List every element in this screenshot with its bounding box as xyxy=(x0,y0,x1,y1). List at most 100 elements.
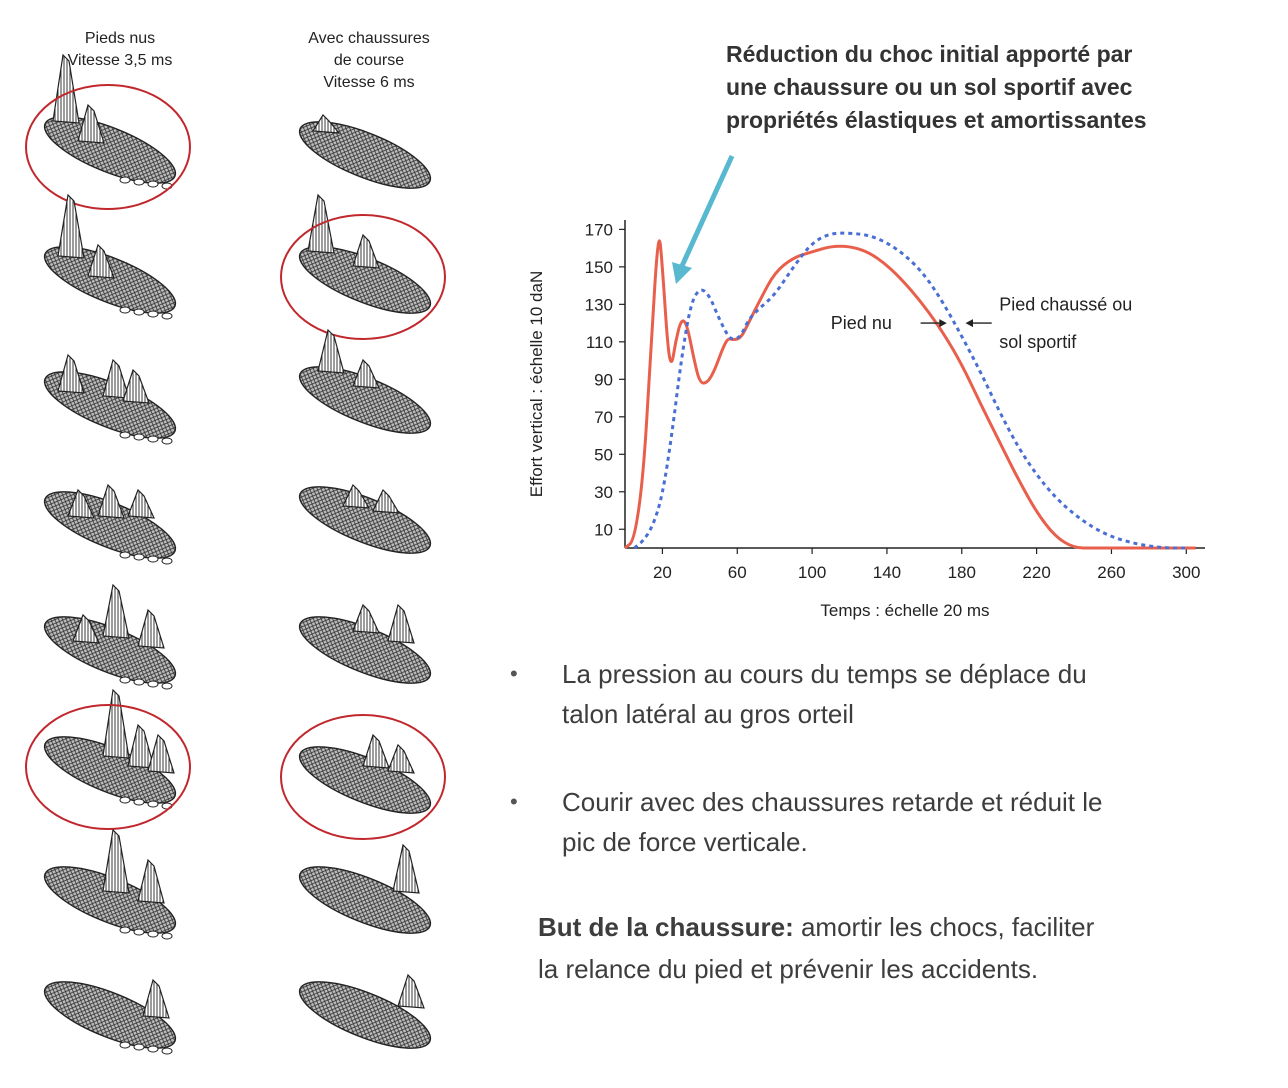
barefoot-pressure-plot xyxy=(43,583,177,690)
pressure-peak xyxy=(397,973,425,1009)
y-tick-label: 130 xyxy=(585,295,613,314)
shod-pressure-plot xyxy=(280,193,446,340)
pressure-peak xyxy=(102,828,130,894)
barefoot-series-label: Pied nu xyxy=(831,313,892,333)
pressure-peak xyxy=(317,328,345,374)
footprint-sole xyxy=(298,486,432,554)
highlight-circle xyxy=(280,214,446,340)
bullet-text-line: talon latéral au gros orteil xyxy=(562,699,854,729)
shod-pressure-plot xyxy=(298,603,432,684)
pressure-peak xyxy=(137,608,165,649)
pressure-peak xyxy=(352,233,380,269)
annotation-line: propriétés élastiques et amortissantes xyxy=(726,107,1147,133)
y-tick-label: 70 xyxy=(594,408,613,427)
pressure-peak xyxy=(57,193,85,259)
barefoot-speed-line: Vitesse 3,5 ms xyxy=(67,52,173,69)
pressure-peak xyxy=(311,114,341,134)
toe-print xyxy=(161,312,173,320)
pressure-peak xyxy=(342,483,371,509)
barefoot-pressure-plot xyxy=(25,53,191,210)
shod-pressure-plot xyxy=(280,714,446,840)
x-axis-label: Temps : échelle 20 ms xyxy=(820,601,989,620)
pressure-peak xyxy=(102,583,130,639)
toe-print xyxy=(133,678,145,686)
barefoot-pressure-plot xyxy=(43,978,177,1055)
shod-pressure-plot xyxy=(298,114,432,189)
shod-speed-line: Vitesse 6 ms xyxy=(323,74,415,91)
barefoot-column-title: Pieds nus Vitesse 3,5 ms xyxy=(40,28,200,72)
pressure-peak xyxy=(387,743,415,774)
shod-pressure-plot xyxy=(298,973,432,1049)
toe-print xyxy=(161,1047,173,1055)
bullet-item: • La pression au cours du temps se dépla… xyxy=(510,654,1250,734)
toe-print xyxy=(119,676,131,684)
annotation-line: Réduction du choc initial apporté par xyxy=(726,41,1133,67)
pressure-peak xyxy=(77,103,105,144)
footprint-sole xyxy=(43,246,177,314)
pressure-peak xyxy=(127,488,155,519)
footprint-sole xyxy=(298,866,432,934)
toe-print xyxy=(161,557,173,565)
pressure-peak xyxy=(387,603,415,644)
toe-print xyxy=(119,926,131,934)
x-tick-label: 60 xyxy=(728,563,747,582)
toe-print xyxy=(133,798,145,806)
goal-text: la relance du pied et prévenir les accid… xyxy=(538,954,1039,984)
toe-print xyxy=(133,928,145,936)
pressure-plots-figure xyxy=(25,53,446,1055)
highlight-circle xyxy=(25,704,191,830)
pressure-peak xyxy=(352,358,380,389)
barefoot-label-arrowhead xyxy=(939,319,947,328)
y-tick-label: 90 xyxy=(594,370,613,389)
toe-print xyxy=(119,551,131,559)
toe-print xyxy=(147,800,159,808)
pressure-peak xyxy=(97,483,125,519)
toe-print xyxy=(147,435,159,443)
y-axis-label: Effort vertical : échelle 10 daN xyxy=(527,271,546,497)
toe-print xyxy=(133,308,145,316)
toe-print xyxy=(133,433,145,441)
goal-label: But de la chaussure: xyxy=(538,912,794,942)
pressure-peak xyxy=(102,358,130,399)
y-tick-label: 150 xyxy=(585,258,613,277)
toe-print xyxy=(161,437,173,445)
y-tick-label: 10 xyxy=(594,520,613,539)
x-tick-label: 140 xyxy=(873,563,901,582)
annotation-line: une chaussure ou un sol sportif avec xyxy=(726,74,1133,100)
toe-print xyxy=(161,932,173,940)
footprint-sole xyxy=(43,981,177,1049)
y-tick-label: 170 xyxy=(585,220,613,239)
y-tick-label: 110 xyxy=(586,333,613,352)
pressure-peak xyxy=(372,488,401,514)
pressure-peak xyxy=(362,733,390,769)
toe-print xyxy=(119,1041,131,1049)
y-tick-label: 50 xyxy=(594,445,613,464)
bullet-text-line: pic de force verticale. xyxy=(562,827,808,857)
toe-print xyxy=(119,306,131,314)
pressure-peak xyxy=(57,353,85,394)
pressure-peak xyxy=(127,723,155,769)
toe-print xyxy=(147,555,159,563)
pressure-peak xyxy=(122,368,150,404)
shod-pressure-plot xyxy=(298,843,432,934)
bullet-text-line: Courir avec des chaussures retarde et ré… xyxy=(562,787,1103,817)
pressure-peak xyxy=(392,843,420,894)
x-tick-label: 100 xyxy=(798,563,826,582)
toe-print xyxy=(161,682,173,690)
toe-print xyxy=(119,796,131,804)
barefoot-pressure-plot xyxy=(43,193,177,320)
barefoot-pressure-plot xyxy=(43,483,177,565)
shod-force-line xyxy=(633,231,1187,550)
toe-print xyxy=(147,180,159,188)
toe-print xyxy=(147,930,159,938)
footprint-sole xyxy=(298,121,432,189)
highlight-circle xyxy=(25,84,191,210)
toe-print xyxy=(119,431,131,439)
x-tick-label: 180 xyxy=(948,563,976,582)
pressure-peak xyxy=(142,978,170,1019)
pressure-peak xyxy=(52,53,80,124)
pressure-peak xyxy=(147,733,175,774)
shod-subtitle-line: de course xyxy=(333,52,405,69)
highlight-circle xyxy=(280,714,446,840)
pressure-peak xyxy=(72,613,100,644)
